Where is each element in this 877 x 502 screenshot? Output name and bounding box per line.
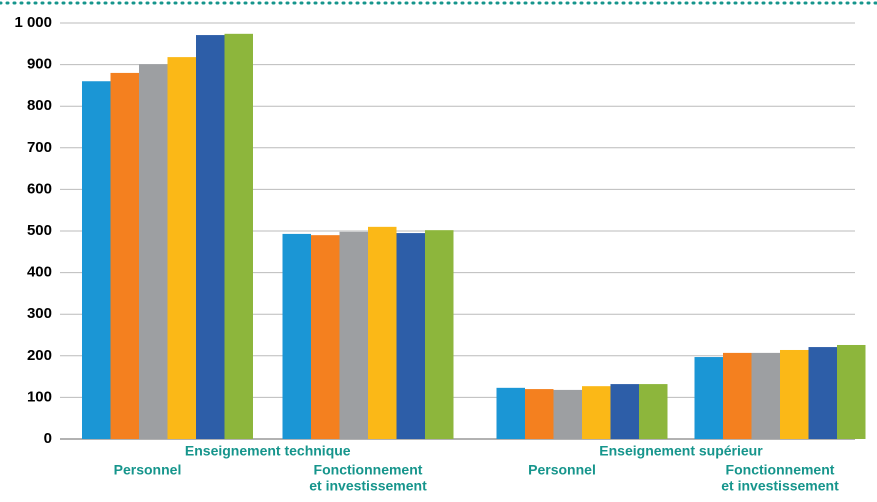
bar: [196, 35, 225, 440]
x-tick-label: et investissement: [309, 478, 427, 494]
y-tick-label: 400: [27, 264, 52, 281]
x-tick-label: Personnel: [114, 462, 182, 478]
bar: [110, 72, 139, 440]
bar: [311, 235, 340, 439]
bar: [808, 347, 837, 439]
bar: [82, 81, 111, 440]
group-label: Enseignement supérieur: [599, 443, 763, 459]
y-tick-label: 1 000: [14, 14, 52, 31]
bar: [837, 344, 866, 439]
bar: [582, 386, 611, 439]
bar: [525, 389, 554, 439]
bar: [139, 64, 168, 440]
y-tick-label: 700: [27, 139, 52, 156]
y-tick-label: 200: [27, 347, 52, 364]
group-label: Enseignement technique: [185, 443, 351, 459]
x-tick-label: Personnel: [528, 462, 596, 478]
bar: [496, 387, 525, 439]
y-tick-label: 900: [27, 56, 52, 73]
bar: [396, 233, 425, 439]
bar: [425, 230, 454, 439]
y-tick-label: 100: [27, 388, 52, 405]
bar: [339, 231, 368, 439]
bar: [553, 389, 582, 439]
bar: [167, 57, 196, 439]
bar: [780, 349, 809, 439]
y-tick-label: 300: [27, 305, 52, 322]
bar: [282, 233, 311, 439]
x-tick-label: Fonctionnement: [314, 462, 423, 478]
bar: [639, 384, 668, 439]
bar: [368, 226, 397, 439]
y-tick-label: 0: [44, 430, 52, 447]
bar: [610, 384, 639, 439]
x-tick-label: et investissement: [721, 478, 839, 494]
bar: [751, 352, 780, 439]
bar: [694, 357, 723, 439]
bar: [723, 352, 752, 439]
y-tick-label: 600: [27, 180, 52, 197]
y-tick-label: 800: [27, 97, 52, 114]
bar: [224, 33, 253, 439]
x-tick-label: Fonctionnement: [726, 462, 835, 478]
y-tick-label: 500: [27, 222, 52, 239]
